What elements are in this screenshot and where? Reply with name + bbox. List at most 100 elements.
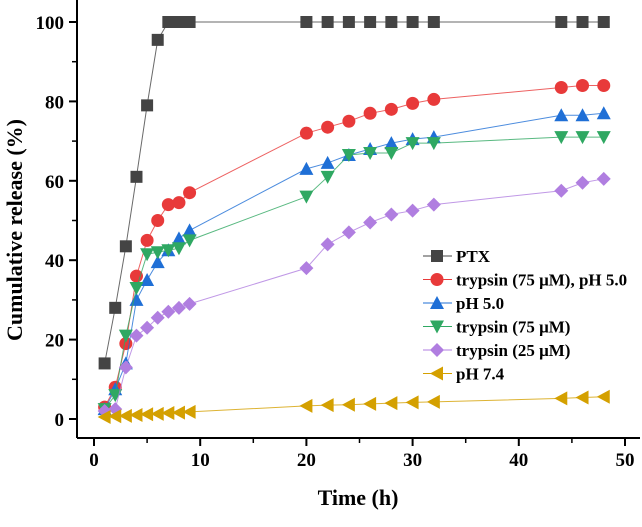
y-tick-label: 60 — [45, 172, 64, 193]
triangle-left-marker — [426, 394, 440, 409]
y-axis-label: Cumulative release (%) — [2, 119, 27, 341]
triangle-left-marker — [320, 398, 334, 413]
square-marker — [555, 16, 568, 28]
series-line — [104, 178, 604, 412]
square-marker — [576, 16, 589, 28]
diamond-marker — [554, 183, 569, 198]
triangle-down-marker — [384, 147, 399, 161]
triangle-left-marker — [129, 408, 143, 423]
triangle-up-marker — [554, 108, 569, 122]
triangle-left-marker — [182, 404, 196, 419]
legend-label: pH 5.0 — [456, 294, 504, 313]
y-tick-label: 100 — [36, 13, 65, 34]
y-tick-label: 40 — [45, 251, 64, 272]
triangle-down-marker — [363, 147, 378, 161]
diamond-marker — [363, 215, 378, 230]
circle-marker — [406, 96, 420, 110]
legend-label: PTX — [456, 247, 491, 266]
x-tick-label: 10 — [191, 450, 210, 471]
triangle-left-marker — [554, 391, 568, 406]
triangle-down-marker — [129, 281, 144, 295]
triangle-left-marker — [171, 405, 185, 420]
triangle-down-marker — [171, 242, 186, 256]
circle-marker — [427, 92, 441, 106]
triangle-left-marker — [108, 409, 122, 424]
square-marker — [406, 16, 419, 28]
triangle-left-marker — [97, 410, 111, 425]
diamond-marker — [171, 300, 186, 315]
triangle-left-marker — [341, 397, 355, 412]
triangle-left-marker — [405, 395, 419, 410]
triangle-up-marker — [430, 296, 444, 309]
triangle-down-marker — [405, 137, 420, 151]
x-tick-label: 30 — [403, 450, 422, 471]
series-line — [104, 112, 604, 410]
diamond-marker — [596, 171, 611, 186]
triangle-down-marker — [140, 248, 155, 262]
diamond-marker — [161, 304, 176, 319]
circle-marker — [384, 102, 398, 116]
triangle-down-marker — [299, 190, 314, 204]
x-tick-label: 0 — [89, 450, 99, 471]
circle-marker — [363, 106, 377, 120]
triangle-left-marker — [140, 407, 154, 422]
triangle-down-marker — [575, 131, 590, 145]
y-tick-label: 20 — [45, 331, 64, 352]
diamond-marker — [341, 225, 356, 240]
circle-marker — [151, 214, 165, 227]
circle-marker — [140, 233, 154, 247]
square-marker — [431, 250, 443, 262]
diamond-marker — [299, 261, 314, 276]
series-3 — [97, 131, 611, 417]
triangle-down-marker — [554, 131, 569, 145]
legend-label: trypsin (75 μM), pH 5.0 — [456, 271, 627, 290]
series-2 — [97, 106, 611, 416]
triangle-left-marker — [299, 398, 313, 413]
diamond-marker — [575, 175, 590, 190]
triangle-up-marker — [320, 155, 335, 169]
square-marker — [98, 357, 111, 370]
circle-marker — [597, 79, 611, 93]
triangle-down-marker — [426, 137, 441, 151]
diamond-marker — [384, 207, 399, 222]
square-marker — [597, 16, 610, 28]
square-marker — [385, 16, 398, 28]
triangle-down-marker — [108, 389, 123, 403]
diamond-marker — [426, 197, 441, 212]
legend-label: trypsin (25 μM) — [456, 341, 570, 360]
triangle-down-marker — [341, 148, 356, 162]
square-marker — [427, 16, 440, 28]
triangle-left-marker — [161, 406, 175, 421]
triangle-up-marker — [182, 223, 197, 237]
circle-marker — [172, 196, 186, 210]
circle-marker — [183, 186, 197, 200]
legend-label: pH 7.4 — [456, 365, 505, 384]
triangle-left-marker — [363, 396, 377, 411]
circle-marker — [576, 79, 590, 93]
triangle-down-marker — [430, 320, 444, 334]
square-marker — [321, 16, 334, 28]
square-marker — [162, 16, 175, 28]
square-marker — [151, 33, 164, 46]
x-tick-label: 40 — [509, 450, 528, 471]
triangle-down-marker — [596, 131, 611, 145]
triangle-up-marker — [299, 161, 314, 175]
diamond-marker — [320, 237, 335, 252]
circle-marker — [554, 81, 568, 95]
series-4 — [97, 171, 611, 419]
triangle-left-marker — [596, 389, 610, 404]
triangle-down-marker — [150, 246, 165, 260]
triangle-left-marker — [384, 396, 398, 411]
diamond-marker — [150, 310, 165, 325]
square-marker — [109, 301, 122, 314]
triangle-down-marker — [320, 170, 335, 184]
y-tick-label: 80 — [45, 92, 64, 113]
square-marker — [119, 240, 132, 253]
triangle-down-marker — [118, 329, 133, 343]
diamond-marker — [129, 328, 144, 343]
square-marker — [300, 16, 313, 28]
series-5 — [97, 389, 610, 425]
circle-marker — [430, 273, 444, 286]
triangle-up-marker — [575, 108, 590, 122]
